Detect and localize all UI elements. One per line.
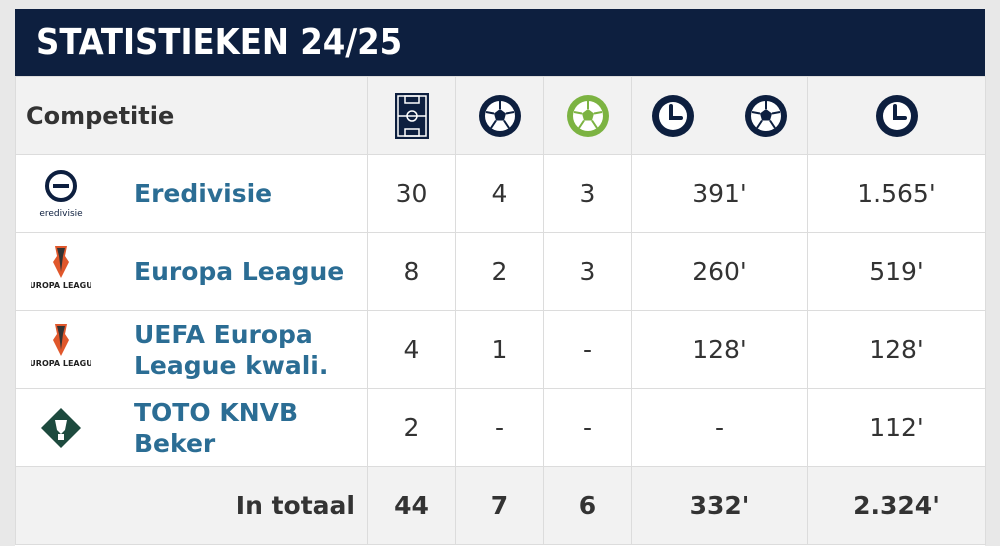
competition-link[interactable]: Europa League [134,257,345,286]
assists-value: 3 [543,232,632,311]
ball-icon [745,94,788,137]
table-row[interactable]: eredivisie Eredivisie 30 4 3 391' 1.565' [15,154,986,233]
appearances-value: 30 [367,154,456,233]
goals-value: 1 [455,310,544,389]
appearances-header [367,76,456,155]
eredivisie-logo-text: eredivisie [39,209,83,219]
goals-value: 2 [455,232,544,311]
total-row: In totaal 44 7 6 332' 2.324' [15,466,986,545]
goals-value: - [455,388,544,467]
appearances-value: 2 [367,388,456,467]
total-label: In totaal [15,466,368,545]
goals-header [455,76,544,155]
competition-link[interactable]: Eredivisie [134,179,273,208]
panel-title: STATISTIEKEN 24/25 [15,9,985,76]
minutes-per-goal-value: 391' [631,154,808,233]
minutes-header [807,76,986,155]
ball-green-icon [566,94,609,137]
assists-header [543,76,632,155]
assists-value: - [543,388,632,467]
minutes-per-goal-value: 260' [631,232,808,311]
assists-value: 3 [543,154,632,233]
minutes-value: 519' [807,232,986,311]
stats-table: Competitie [15,76,986,545]
eredivisie-logo: eredivisie [16,168,106,220]
appearances-value: 8 [367,232,456,311]
clock-icon [875,94,918,137]
appearances-value: 4 [367,310,456,389]
goals-value: 4 [455,154,544,233]
total-goals: 7 [455,466,544,545]
assists-value: - [543,310,632,389]
clock-icon [651,94,694,137]
minutes-per-goal-header [631,76,808,155]
minutes-value: 112' [807,388,986,467]
total-minutes-per-goal: 332' [631,466,808,545]
minutes-per-goal-value: 128' [631,310,808,389]
total-assists: 6 [543,466,632,545]
competition-link[interactable]: TOTO KNVB Beker [134,397,299,458]
ball-icon [478,94,521,137]
pitch-icon [394,92,429,139]
total-appearances: 44 [367,466,456,545]
table-row[interactable]: TOTO KNVB Beker 2 - - - 112' [15,388,986,467]
table-header: Competitie [15,76,986,155]
minutes-per-goal-value: - [631,388,808,467]
knvb-beker-logo [16,406,106,450]
minutes-value: 1.565' [807,154,986,233]
competition-link[interactable]: UEFA Europa League kwali. [134,319,329,380]
total-minutes: 2.324' [807,466,986,545]
minutes-value: 128' [807,310,986,389]
competition-header: Competitie [15,76,368,155]
